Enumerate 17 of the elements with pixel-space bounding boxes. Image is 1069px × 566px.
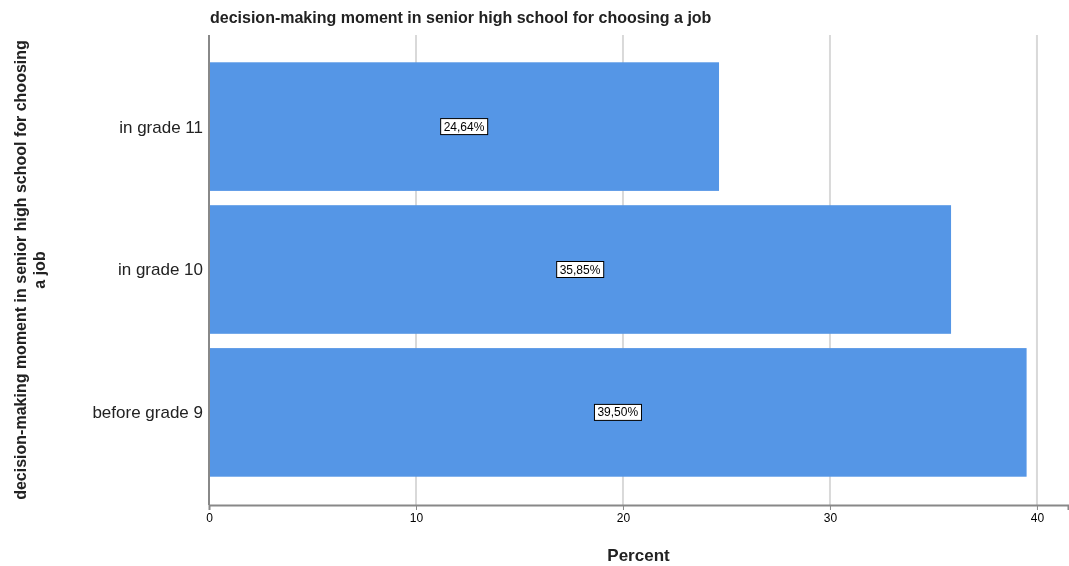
x-tick-label: 30	[823, 510, 838, 525]
bar	[209, 62, 720, 191]
x-axis-title: Percent	[607, 546, 671, 565]
x-tick-label: 20	[616, 510, 631, 525]
data-label: 24,64%	[443, 119, 485, 134]
x-tick-label: 40	[1030, 510, 1045, 525]
y-tick-label: before grade 9	[92, 403, 203, 423]
y-tick-label: in grade 10	[117, 260, 203, 280]
y-axis-title: decision-making moment in senior high school for choosing a job	[12, 40, 48, 500]
data-label: 39,50%	[597, 405, 639, 420]
data-label: 35,85%	[559, 262, 601, 277]
y-tick-label: in grade 11	[119, 117, 203, 137]
chart-title: decision-making moment in senior high school for choosing a job	[210, 9, 712, 26]
bar	[209, 205, 952, 334]
x-tick-label: 10	[409, 510, 424, 525]
x-tick-label: 0	[206, 510, 214, 525]
bar	[209, 348, 1027, 477]
